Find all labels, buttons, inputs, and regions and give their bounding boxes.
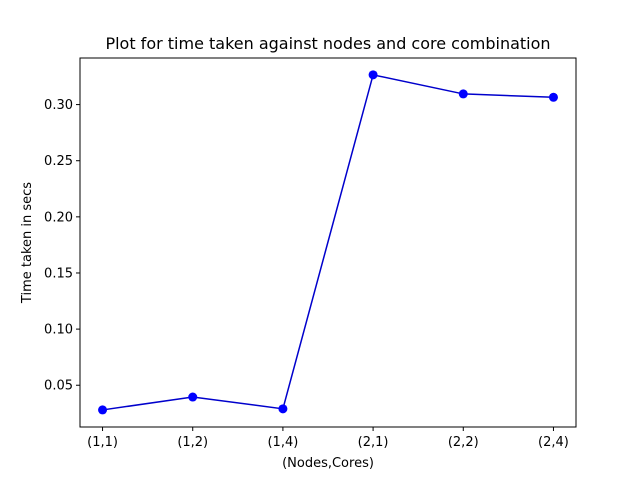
x-axis: (1,1) (1,2) (1,4) (2,1) (2,2) (2,4) — [87, 427, 569, 450]
plot-area — [98, 70, 558, 415]
data-point — [458, 89, 468, 99]
x-tick-label: (1,1) — [87, 435, 118, 450]
y-tick-label: 0.05 — [44, 379, 73, 394]
x-axis-label: (Nodes,Cores) — [282, 456, 374, 471]
data-point — [368, 70, 378, 80]
data-point — [98, 405, 108, 415]
series-line — [102, 73, 554, 411]
chart-title: Plot for time taken against nodes and co… — [105, 34, 550, 53]
axes-frame — [79, 57, 577, 428]
y-axis: 0.05 0.10 0.15 0.20 0.25 0.30 — [44, 98, 80, 394]
y-tick-label: 0.30 — [44, 98, 73, 113]
y-tick-label: 0.20 — [44, 210, 73, 225]
x-tick-label: (1,4) — [267, 435, 298, 450]
y-tick-label: 0.25 — [44, 154, 73, 169]
y-tick-label: 0.10 — [44, 323, 73, 338]
data-point — [278, 404, 288, 414]
x-tick-label: (2,2) — [448, 435, 479, 450]
data-point — [188, 392, 198, 402]
y-tick-label: 0.15 — [44, 266, 73, 281]
x-tick-label: (2,4) — [538, 435, 569, 450]
x-tick-label: (2,1) — [358, 435, 389, 450]
x-tick-label: (1,2) — [177, 435, 208, 450]
y-axis-label: Time taken in secs — [20, 182, 35, 304]
data-point — [548, 92, 558, 102]
